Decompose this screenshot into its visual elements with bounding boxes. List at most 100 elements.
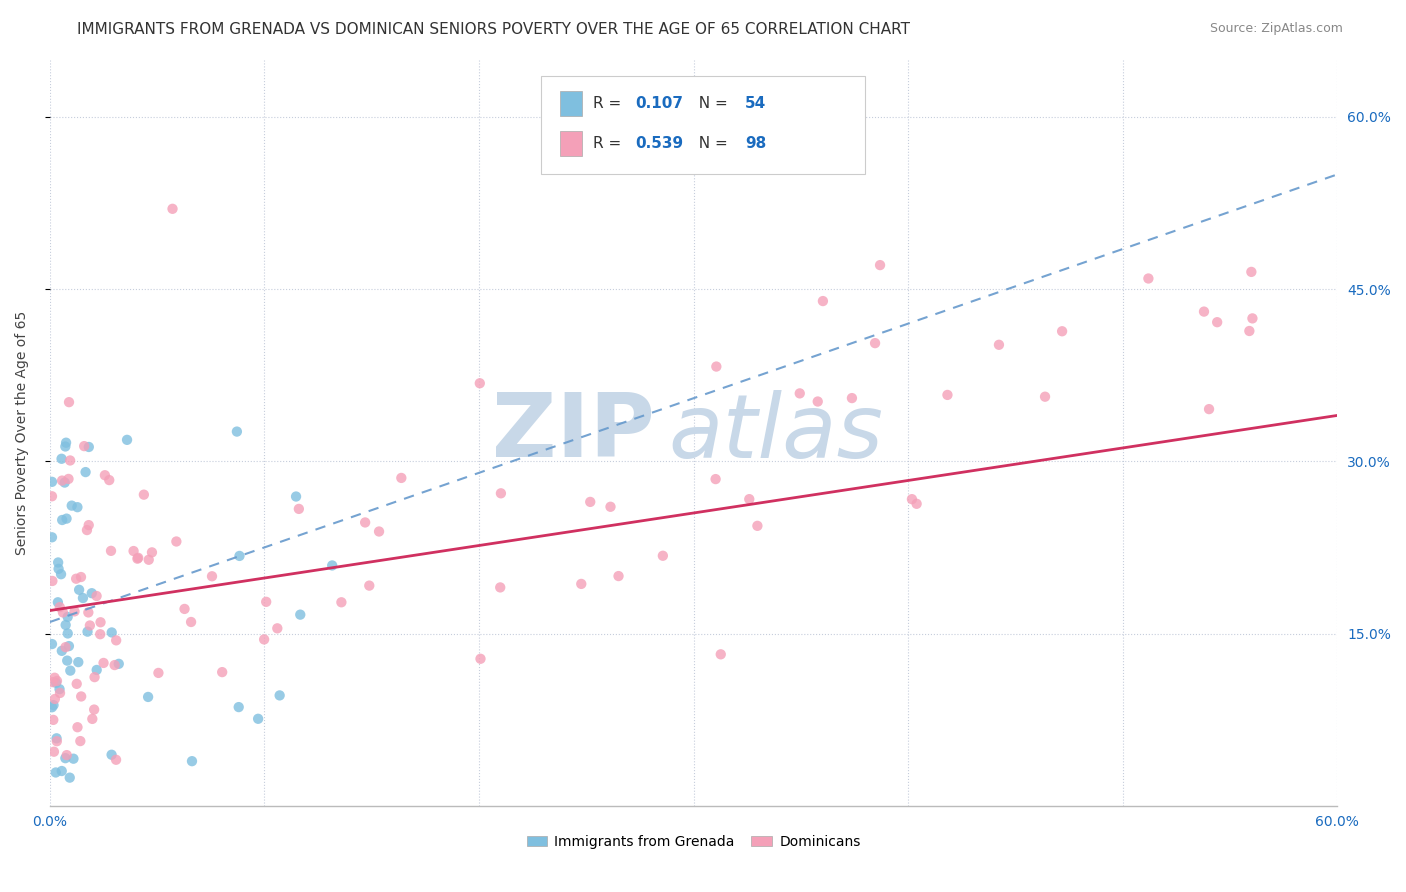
Point [55, 511, 77, 525]
Point [141, 545, 163, 559]
Point [58, 395, 80, 409]
Point [46, 556, 69, 570]
Point [181, 754, 204, 768]
Point [44, 692, 66, 706]
Point [747, 519, 769, 533]
Point [254, 595, 277, 609]
Point [70, 570, 93, 584]
Point [48, 682, 70, 697]
Point [704, 472, 727, 486]
Point [1192, 304, 1215, 318]
Point [51, 644, 73, 658]
Point [901, 492, 924, 507]
Text: R =: R = [593, 136, 627, 151]
Point [173, 602, 195, 616]
Point [136, 690, 159, 704]
Point [132, 488, 155, 502]
Point [89, 627, 111, 641]
Y-axis label: Seniors Poverty Over the Age of 65: Seniors Poverty Over the Age of 65 [15, 310, 30, 555]
Point [569, 577, 592, 591]
Point [55, 435, 77, 450]
Point [100, 625, 122, 640]
Point [59, 664, 82, 678]
Text: atlas: atlas [668, 390, 883, 475]
Point [66, 677, 89, 691]
Point [89, 615, 111, 630]
Point [65, 572, 87, 586]
Point [66, 720, 89, 734]
Point [354, 516, 377, 530]
Point [228, 549, 250, 563]
Point [44, 671, 66, 685]
Text: 0.107: 0.107 [636, 96, 683, 111]
Point [51, 474, 73, 488]
Text: ZIP: ZIP [492, 389, 655, 476]
Point [266, 621, 288, 635]
Point [70, 690, 93, 704]
Point [1137, 271, 1160, 285]
Point [77, 606, 100, 620]
Point [83, 670, 105, 684]
Point [905, 497, 928, 511]
Text: 0.539: 0.539 [636, 136, 683, 151]
Point [738, 492, 761, 507]
Point [72, 591, 94, 605]
Point [607, 569, 630, 583]
Point [651, 549, 673, 563]
Point [368, 524, 391, 539]
Point [253, 632, 276, 647]
Point [599, 500, 621, 514]
Point [55, 640, 77, 655]
Point [936, 388, 959, 402]
Point [138, 553, 160, 567]
Point [1206, 315, 1229, 329]
Point [49, 600, 72, 615]
Point [41, 475, 63, 489]
Point [98, 473, 121, 487]
Point [45, 731, 67, 746]
Point [48, 562, 70, 576]
Point [59, 453, 82, 467]
Point [66, 500, 89, 515]
Point [225, 425, 247, 439]
Point [69, 734, 91, 748]
Text: N =: N = [689, 96, 733, 111]
Point [841, 391, 863, 405]
Text: IMMIGRANTS FROM GRENADA VS DOMINICAN SENIORS POVERTY OVER THE AGE OF 65 CORRELAT: IMMIGRANTS FROM GRENADA VS DOMINICAN SEN… [77, 22, 910, 37]
Point [489, 486, 512, 500]
Point [1241, 311, 1264, 326]
Point [45, 675, 67, 690]
Point [104, 658, 127, 673]
Point [470, 652, 492, 666]
Point [55, 618, 77, 632]
Point [162, 202, 184, 216]
Point [807, 394, 830, 409]
Point [321, 558, 343, 573]
Text: 54: 54 [745, 96, 766, 111]
Point [122, 544, 145, 558]
Point [228, 700, 250, 714]
Point [58, 639, 80, 653]
Point [1198, 402, 1220, 417]
Point [83, 702, 105, 716]
Point [93, 656, 115, 670]
Point [127, 550, 149, 565]
Point [579, 495, 602, 509]
Point [51, 764, 73, 778]
Point [1240, 265, 1263, 279]
Point [489, 581, 512, 595]
Point [79, 618, 101, 632]
Point [59, 771, 82, 785]
Point [107, 657, 129, 671]
Point [73, 439, 96, 453]
Point [56, 626, 79, 640]
Point [269, 689, 291, 703]
Legend: Immigrants from Grenada, Dominicans: Immigrants from Grenada, Dominicans [522, 830, 866, 855]
Point [58, 472, 80, 486]
Point [52, 606, 75, 620]
Point [41, 675, 63, 690]
Point [86, 663, 108, 677]
Point [82, 712, 104, 726]
Point [811, 294, 834, 309]
Point [100, 544, 122, 558]
